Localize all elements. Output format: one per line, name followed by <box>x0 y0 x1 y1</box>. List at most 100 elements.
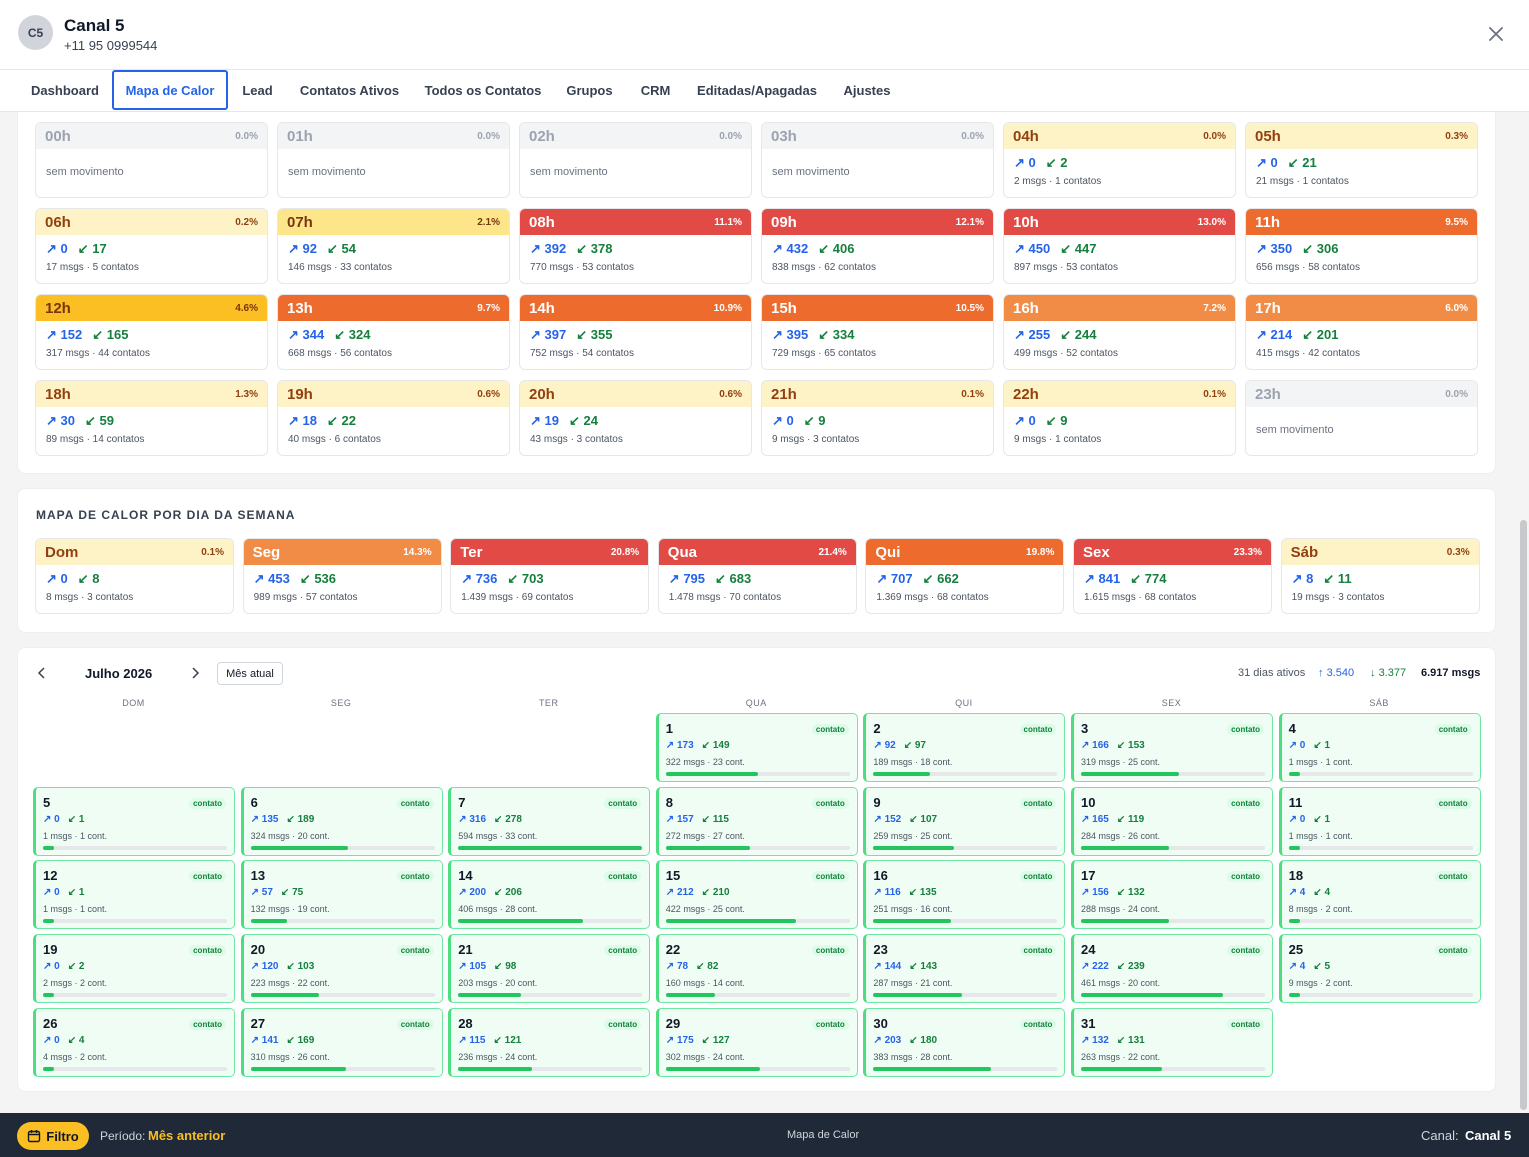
calendar-day[interactable]: 15 contato ↗ 212 ↙ 210 422 msgs · 25 cont. <box>655 860 858 930</box>
hour-incoming: ↙ 17 <box>78 241 107 256</box>
day-stats: 8 msgs · 2 cont. <box>1288 904 1353 915</box>
day-outgoing-value: 166 <box>1092 740 1109 751</box>
calendar-day[interactable]: 3 contato ↗ 166 ↙ 153 319 msgs · 25 cont. <box>1071 713 1273 782</box>
calendar-day[interactable]: 10 contato ↗ 165 ↙ 119 284 msgs · 26 cont. <box>1071 786 1273 856</box>
calendar-day[interactable]: 19 contato ↗ 0 ↙ 2 2 msgs · 2 cont. <box>33 934 235 1004</box>
calendar-day[interactable]: 5 contato ↗ 0 ↙ 1 1 msgs · 1 cont. <box>33 786 235 856</box>
hour-stats: 17 msgs · 5 contatos <box>46 262 139 273</box>
hour-card: 06h 0.2% ↗ 0 ↙ 17 17 msgs · 5 contatos <box>35 208 268 284</box>
day-stats: 383 msgs · 28 cont. <box>873 1051 953 1062</box>
tab-mapa-de-calor[interactable]: Mapa de Calor <box>112 70 228 110</box>
contact-badge: contato <box>811 797 849 809</box>
calendar-day[interactable]: 14 contato ↗ 200 ↙ 206 406 msgs · 28 cont. <box>448 860 651 930</box>
calendar-day[interactable]: 28 contato ↗ 115 ↙ 121 236 msgs · 24 cont. <box>448 1007 651 1077</box>
period-value[interactable]: Mês anterior <box>148 1128 226 1143</box>
calendar-day[interactable]: 24 contato ↗ 222 ↙ 239 461 msgs · 20 cont. <box>1071 934 1273 1004</box>
calendar-day[interactable]: 26 contato ↗ 0 ↙ 4 4 msgs · 2 cont. <box>33 1007 235 1077</box>
tab-crm[interactable]: CRM <box>640 82 671 98</box>
hour-incoming: ↙ 22 <box>327 413 356 428</box>
outgoing-arrow-icon: ↗ <box>288 241 303 256</box>
hour-outgoing-value: 19 <box>544 413 559 428</box>
calendar-day[interactable]: 29 contato ↗ 175 ↙ 127 302 msgs · 24 cont. <box>655 1007 858 1077</box>
hour-incoming: ↙ 9 <box>804 413 826 428</box>
footer-section-label: Mapa de Calor <box>787 1129 860 1141</box>
calendar-day[interactable]: 8 contato ↗ 157 ↙ 115 272 msgs · 27 cont. <box>655 786 858 856</box>
calendar-day[interactable]: 2 contato ↗ 92 ↙ 97 189 msgs · 18 cont. <box>863 713 1066 782</box>
day-incoming-value: 4 <box>1324 887 1331 899</box>
outgoing-arrow-icon: ↗ <box>458 813 470 825</box>
hour-stats: 43 msgs · 3 contatos <box>530 434 623 445</box>
calendar-icon <box>28 1130 41 1143</box>
hour-card: 08h 11.1% ↗ 392 ↙ 378 770 msgs · 53 contatos <box>519 208 752 284</box>
tab-todos-os-contatos[interactable]: Todos os Contatos <box>424 82 542 98</box>
day-outgoing-value: 203 <box>884 1034 902 1046</box>
calendar-day[interactable]: 9 contato ↗ 152 ↙ 107 259 msgs · 25 cont. <box>863 786 1066 856</box>
day-outgoing: ↗ 105 <box>458 961 486 972</box>
weekday-incoming: ↙ 683 <box>715 571 751 586</box>
day-stats: 284 msgs · 26 cont. <box>1081 830 1161 841</box>
calendar-day[interactable]: 4 contato ↗ 0 ↙ 1 1 msgs · 1 cont. <box>1278 713 1481 782</box>
day-outgoing-value: 0 <box>1299 740 1306 751</box>
calendar-day[interactable]: 7 contato ↗ 316 ↙ 278 594 msgs · 33 cont. <box>448 786 651 856</box>
filter-button[interactable]: Filtro <box>17 1122 89 1150</box>
close-icon[interactable] <box>1484 22 1508 46</box>
chevron-right-icon[interactable] <box>189 666 201 680</box>
scrollbar[interactable] <box>1520 520 1527 1110</box>
current-month-button[interactable]: Mês atual <box>217 662 283 685</box>
calendar-day[interactable]: 22 contato ↗ 78 ↙ 82 160 msgs · 14 cont. <box>655 934 858 1004</box>
calendar-day[interactable]: 6 contato ↗ 135 ↙ 189 324 msgs · 20 cont. <box>240 786 443 856</box>
contact-badge: contato <box>604 945 642 957</box>
contact-badge: contato <box>1019 1018 1057 1030</box>
tab-editadas-apagadas[interactable]: Editadas/Apagadas <box>697 82 817 98</box>
calendar-day[interactable]: 13 contato ↗ 57 ↙ 75 132 msgs · 19 cont. <box>240 860 443 930</box>
calendar-day[interactable]: 31 contato ↗ 132 ↙ 131 263 msgs · 22 cont. <box>1071 1007 1273 1077</box>
tab-lead[interactable]: Lead <box>242 82 273 98</box>
tab-ajustes[interactable]: Ajustes <box>843 82 891 98</box>
contact-badge: contato <box>811 945 849 957</box>
contact-badge: contato <box>811 724 849 735</box>
weekday-outgoing-value: 736 <box>475 571 498 586</box>
chevron-left-icon[interactable] <box>36 666 48 680</box>
weekday-card: Dom 0.1% ↗ 0 ↙ 8 8 msgs · 3 contatos <box>35 538 234 614</box>
outgoing-arrow-icon: ↗ <box>530 413 545 428</box>
calendar-day[interactable]: 16 contato ↗ 116 ↙ 135 251 msgs · 16 cont. <box>863 860 1066 930</box>
hour-counts: ↗ 255 ↙ 244 <box>1014 327 1096 343</box>
hour-outgoing: ↗ 0 <box>46 241 68 256</box>
day-stats: 203 msgs · 20 cont. <box>458 978 538 989</box>
tab-dashboard[interactable]: Dashboard <box>31 82 99 98</box>
hour-incoming-value: 21 <box>1302 155 1317 170</box>
outgoing-arrow-icon: ↗ <box>1288 813 1300 825</box>
day-volume-bar <box>873 993 1058 998</box>
calendar-day[interactable]: 30 contato ↗ 203 ↙ 180 383 msgs · 28 cont. <box>863 1007 1066 1077</box>
calendar-day[interactable]: 17 contato ↗ 156 ↙ 132 288 msgs · 24 cont. <box>1071 860 1273 930</box>
calendar-day[interactable]: 11 contato ↗ 0 ↙ 1 1 msgs · 1 cont. <box>1278 786 1481 856</box>
channel-label: Canal: <box>1421 1128 1459 1143</box>
hour-percent: 10.9% <box>713 302 742 314</box>
calendar-day[interactable]: 23 contato ↗ 144 ↙ 143 287 msgs · 21 cont. <box>863 934 1066 1004</box>
calendar-day[interactable]: 21 contato ↗ 105 ↙ 98 203 msgs · 20 cont. <box>448 934 651 1004</box>
calendar-day[interactable]: 1 contato ↗ 173 ↙ 149 322 msgs · 23 cont. <box>655 713 858 782</box>
hour-percent: 2.1% <box>477 216 500 228</box>
calendar-day[interactable]: 12 contato ↗ 0 ↙ 1 1 msgs · 1 cont. <box>33 860 235 930</box>
calendar-day[interactable]: 25 contato ↗ 4 ↙ 5 9 msgs · 2 cont. <box>1278 934 1481 1004</box>
hour-incoming-value: 324 <box>348 327 371 342</box>
calendar-day[interactable]: 27 contato ↗ 141 ↙ 169 310 msgs · 26 cont. <box>240 1007 443 1077</box>
incoming-arrow-icon: ↙ <box>696 961 708 973</box>
outgoing-arrow-icon: ↗ <box>43 813 55 825</box>
hour-incoming-value: 59 <box>99 413 114 428</box>
hour-incoming: ↙ 406 <box>818 241 854 256</box>
hour-incoming: ↙ 306 <box>1302 241 1338 256</box>
hour-empty-text: sem movimento <box>46 166 124 178</box>
channel-title: Canal 5 <box>64 16 125 35</box>
day-counts: ↗ 0 ↙ 1 <box>43 814 84 825</box>
tab-bar: Dashboard Mapa de Calor Lead Contatos Ativo… <box>0 70 1529 112</box>
tab-contatos-ativos[interactable]: Contatos Ativos <box>299 82 400 98</box>
day-volume-bar <box>458 919 643 924</box>
day-counts: ↗ 0 ↙ 4 <box>43 1035 84 1046</box>
outgoing-arrow-icon: ↗ <box>530 241 545 256</box>
calendar-day[interactable]: 20 contato ↗ 120 ↙ 103 223 msgs · 22 cont. <box>240 934 443 1004</box>
hour-card: 17h 6.0% ↗ 214 ↙ 201 415 msgs · 42 contatos <box>1245 294 1478 370</box>
tab-grupos[interactable]: Grupos <box>566 82 613 98</box>
day-incoming-value: 5 <box>1324 961 1331 973</box>
